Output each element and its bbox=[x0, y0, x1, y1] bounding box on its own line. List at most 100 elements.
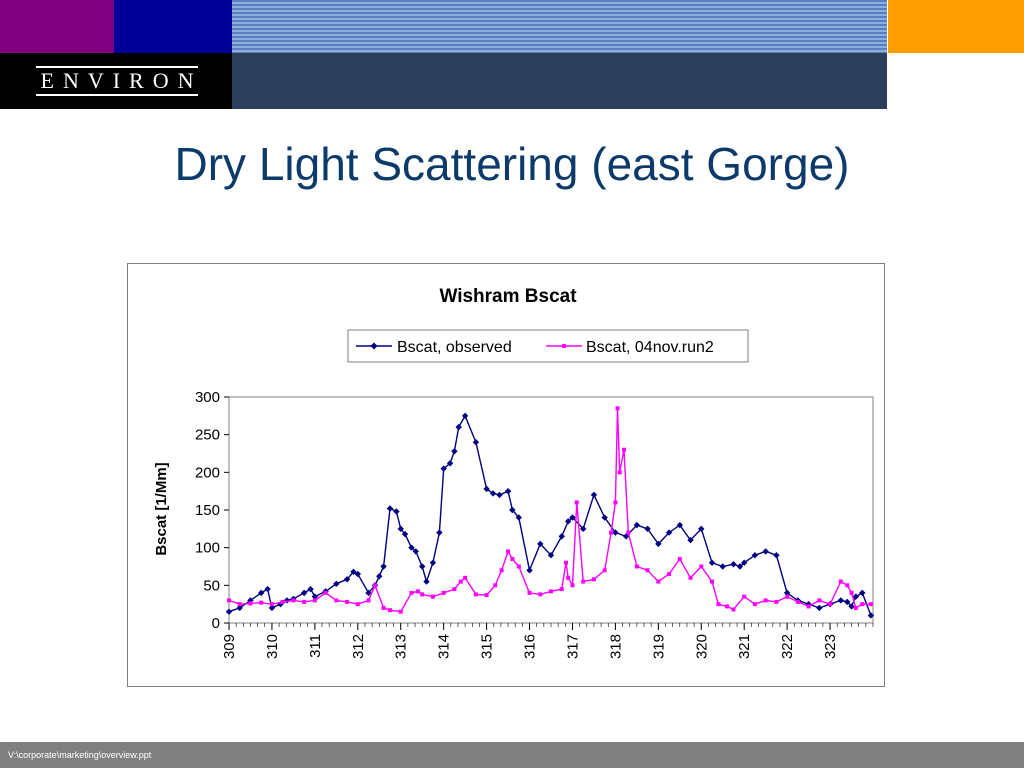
x-tick-label: 322 bbox=[779, 634, 796, 659]
data-point bbox=[621, 447, 626, 452]
footer-file-path: V:\corporate\marketing\overview.ppt bbox=[8, 750, 152, 760]
header-blue-block bbox=[114, 0, 232, 53]
data-point bbox=[333, 580, 340, 588]
data-point bbox=[601, 514, 608, 521]
data-point bbox=[269, 602, 274, 607]
data-point bbox=[499, 568, 504, 573]
data-point bbox=[458, 579, 463, 584]
y-tick-label: 50 bbox=[203, 577, 220, 594]
series-line bbox=[228, 408, 871, 613]
data-point bbox=[716, 602, 721, 607]
x-tick-label: 315 bbox=[479, 634, 496, 659]
legend-marker bbox=[562, 344, 566, 348]
data-point bbox=[463, 575, 468, 580]
data-point bbox=[515, 514, 522, 521]
data-point bbox=[527, 590, 532, 595]
data-point bbox=[867, 612, 875, 619]
data-point bbox=[380, 563, 387, 570]
y-tick-label: 300 bbox=[195, 389, 220, 406]
data-point bbox=[236, 604, 243, 612]
data-point bbox=[372, 583, 377, 588]
data-point bbox=[354, 570, 361, 578]
y-tick-label: 100 bbox=[195, 540, 220, 557]
data-point bbox=[559, 587, 564, 592]
data-point bbox=[280, 599, 285, 604]
data-point bbox=[828, 602, 833, 607]
data-point bbox=[376, 573, 383, 580]
x-tick-label: 312 bbox=[350, 634, 367, 659]
data-point bbox=[248, 601, 253, 606]
data-point bbox=[258, 589, 265, 597]
data-point bbox=[665, 529, 673, 536]
x-tick-label: 318 bbox=[607, 634, 624, 659]
data-point bbox=[549, 589, 553, 594]
x-tick-label: 313 bbox=[393, 634, 410, 659]
x-tick-label: 310 bbox=[264, 634, 281, 659]
environ-logo: ENVIRON bbox=[36, 66, 198, 96]
data-point bbox=[398, 609, 403, 614]
data-point bbox=[334, 598, 339, 603]
data-point bbox=[386, 505, 394, 512]
x-tick-label: 320 bbox=[693, 634, 710, 659]
footer-bar: V:\corporate\marketing\overview.ppt bbox=[0, 742, 1024, 768]
x-tick-label: 314 bbox=[436, 634, 453, 659]
data-point bbox=[667, 572, 672, 577]
axes: 0 50 100 150 200 250 300 309 310 311 312 313 314 315 3… bbox=[195, 389, 874, 659]
data-point bbox=[730, 561, 737, 568]
legend-label: Bscat, 04nov.run2 bbox=[586, 339, 714, 356]
y-tick-label: 200 bbox=[195, 464, 220, 481]
data-point bbox=[419, 563, 426, 570]
data-point bbox=[516, 564, 521, 569]
data-point bbox=[806, 604, 811, 609]
data-point bbox=[626, 530, 631, 535]
data-point bbox=[731, 607, 736, 612]
data-point bbox=[795, 599, 800, 604]
data-point bbox=[569, 514, 576, 521]
data-point bbox=[473, 592, 478, 597]
data-point bbox=[268, 604, 276, 612]
data-point bbox=[698, 525, 705, 533]
x-tick-label: 323 bbox=[822, 634, 839, 659]
data-point bbox=[853, 605, 858, 610]
data-point bbox=[496, 491, 503, 499]
data-point bbox=[343, 576, 351, 583]
data-point bbox=[452, 587, 457, 592]
data-point bbox=[736, 563, 744, 570]
y-tick-label: 250 bbox=[195, 427, 220, 444]
data-point bbox=[440, 465, 447, 472]
data-point bbox=[446, 460, 454, 467]
data-point bbox=[366, 598, 371, 603]
data-point bbox=[547, 552, 555, 559]
data-point bbox=[645, 568, 650, 573]
header-striped-band bbox=[232, 0, 887, 53]
slide-title: Dry Light Scattering (east Gorge) bbox=[174, 138, 850, 190]
legend: Bscat, observed Bscat, 04nov.run2 bbox=[356, 339, 714, 356]
data-point bbox=[566, 575, 571, 580]
data-point bbox=[388, 608, 392, 613]
data-point bbox=[837, 597, 844, 604]
data-point bbox=[785, 594, 790, 599]
data-point bbox=[504, 487, 512, 495]
data-point bbox=[237, 602, 242, 607]
x-tick-label: 309 bbox=[221, 634, 238, 659]
logo-text: ENVIRON bbox=[40, 68, 203, 93]
header-navy-band bbox=[232, 53, 887, 109]
data-point bbox=[688, 575, 693, 580]
data-point bbox=[350, 568, 357, 575]
data-point bbox=[741, 559, 748, 566]
data-point bbox=[355, 602, 360, 607]
data-point bbox=[634, 564, 639, 569]
data-point bbox=[509, 506, 516, 514]
data-point bbox=[602, 568, 607, 573]
data-point bbox=[483, 485, 490, 493]
data-point bbox=[484, 593, 489, 598]
x-tick-label: 321 bbox=[736, 634, 753, 659]
data-point bbox=[570, 583, 575, 588]
data-point bbox=[472, 439, 480, 446]
data-point bbox=[227, 598, 231, 603]
data-point bbox=[412, 548, 419, 555]
chart-frame: Wishram Bscat Bscat, observed Bscat, 04no… bbox=[127, 263, 885, 687]
data-point bbox=[609, 530, 614, 535]
data-point bbox=[564, 560, 569, 565]
series-model bbox=[227, 406, 873, 614]
